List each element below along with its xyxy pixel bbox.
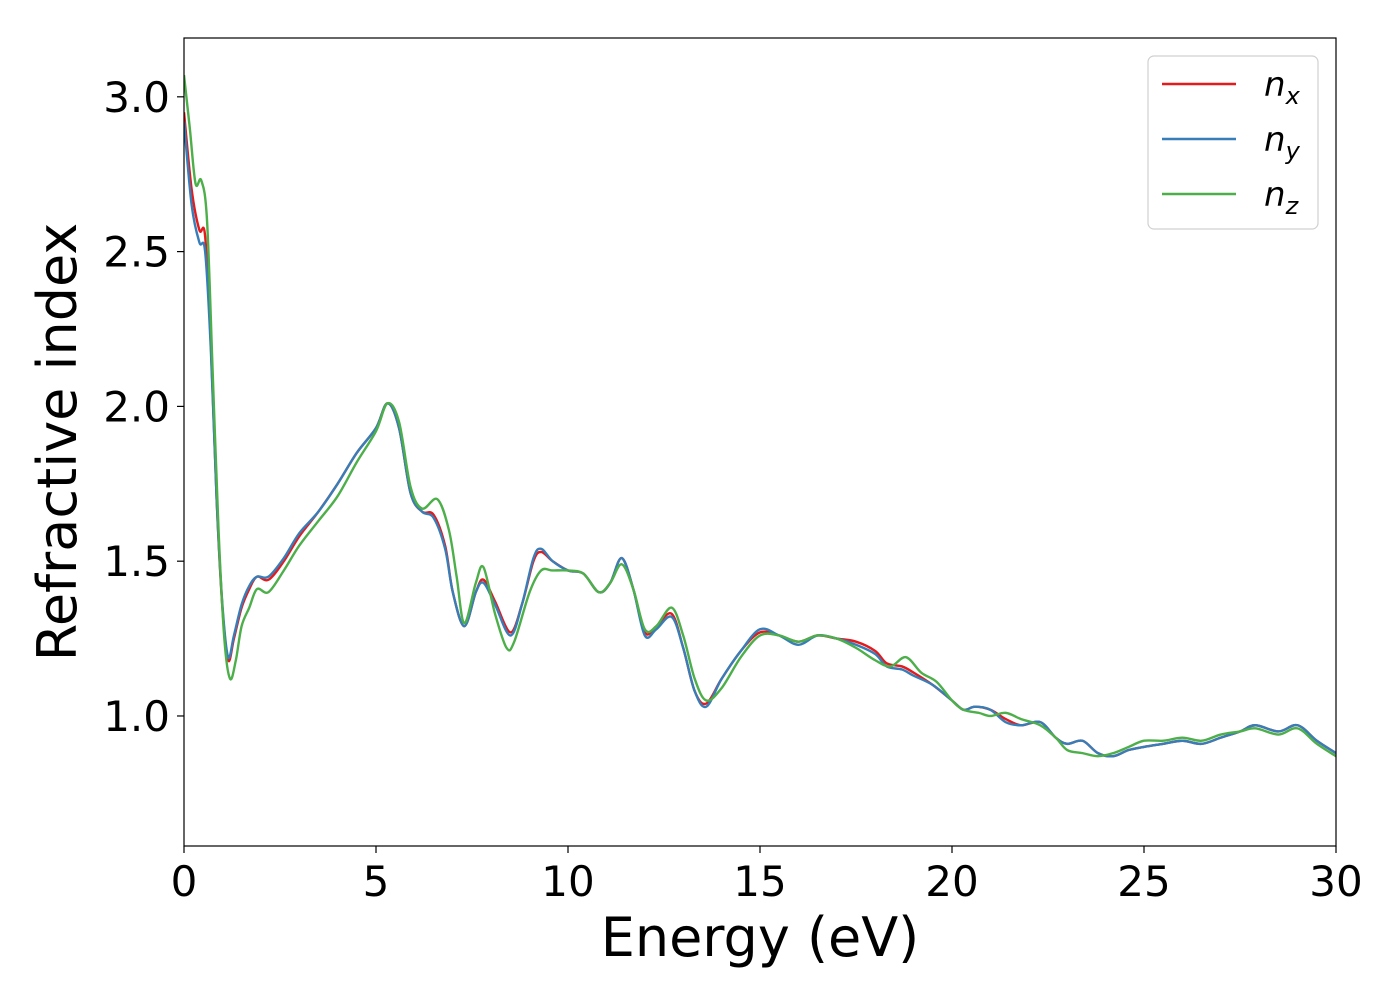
y-tick-label: 2.0 bbox=[103, 382, 170, 431]
x-tick-label: 30 bbox=[1309, 857, 1362, 906]
x-tick-label: 25 bbox=[1117, 857, 1170, 906]
x-tick-label: 20 bbox=[925, 857, 978, 906]
legend-items: nx ny nz bbox=[1162, 65, 1301, 220]
x-tick-label: 5 bbox=[363, 857, 390, 906]
legend: nx ny nz bbox=[1147, 55, 1319, 230]
y-tick-label: 1.5 bbox=[103, 537, 170, 586]
x-tick-label: 15 bbox=[733, 857, 786, 906]
y-tick-label: 3.0 bbox=[103, 73, 170, 122]
legend-label-nx: nx bbox=[1264, 65, 1301, 110]
x-axis-label: Energy (eV) bbox=[601, 906, 920, 969]
legend-label-nz: nz bbox=[1264, 175, 1300, 220]
y-tick-label: 2.5 bbox=[103, 228, 170, 277]
x-tick-label: 0 bbox=[171, 857, 198, 906]
tick-layer: 0 5 10 15 20 25 30 1.0 1.5 2.0 2.5 3.0 bbox=[103, 73, 1363, 906]
x-tick-label: 10 bbox=[541, 857, 594, 906]
series-line-ny bbox=[184, 121, 1336, 758]
series-line-nz bbox=[184, 75, 1336, 758]
legend-box bbox=[1147, 55, 1319, 230]
legend-label-ny: ny bbox=[1264, 120, 1301, 165]
y-tick-label: 1.0 bbox=[103, 692, 170, 741]
series-layer bbox=[184, 75, 1336, 758]
y-axis-label: Refractive index bbox=[26, 223, 89, 662]
